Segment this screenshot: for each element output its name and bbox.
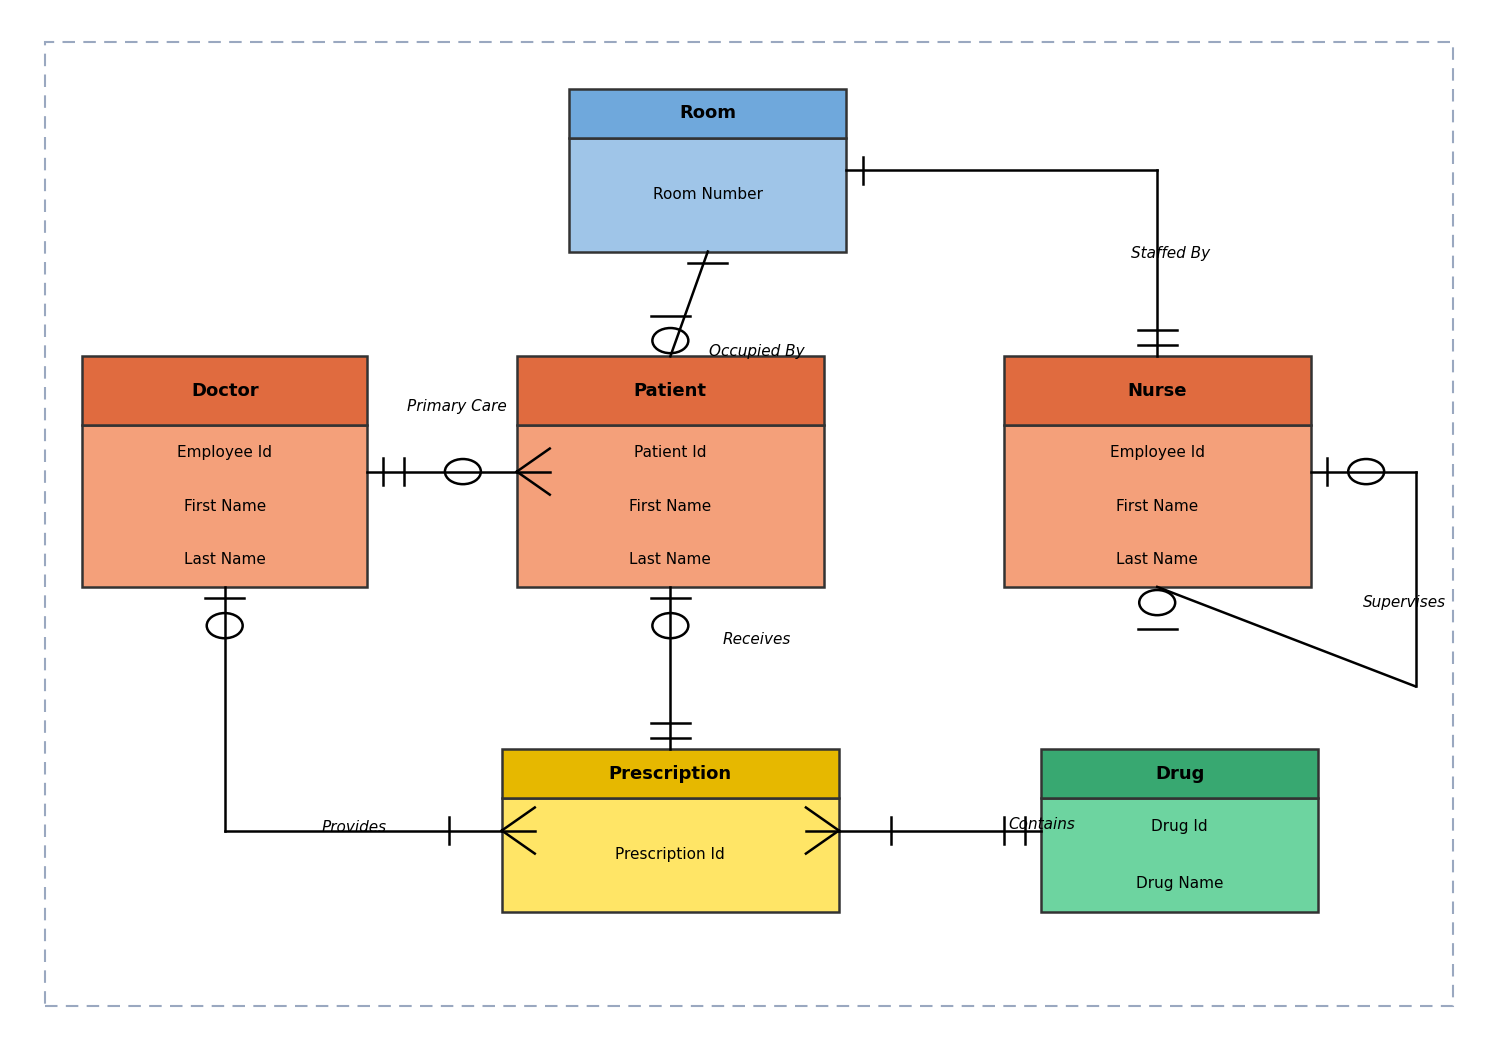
Text: Prescription: Prescription	[608, 765, 733, 783]
Text: Room Number: Room Number	[653, 188, 762, 202]
Text: Room: Room	[679, 105, 737, 123]
Text: Prescription Id: Prescription Id	[616, 848, 725, 863]
Text: Last Name: Last Name	[629, 552, 712, 567]
Bar	[517, 356, 824, 425]
Text: Drug Name: Drug Name	[1135, 876, 1224, 891]
Text: Staffed By: Staffed By	[1131, 246, 1210, 261]
Text: Primary Care: Primary Care	[407, 399, 506, 414]
Text: Drug: Drug	[1155, 765, 1204, 783]
Text: Contains: Contains	[1008, 817, 1076, 832]
Bar	[1004, 356, 1311, 425]
Bar	[82, 356, 367, 425]
Text: Last Name: Last Name	[184, 552, 265, 567]
Bar	[502, 749, 839, 799]
Bar	[517, 425, 824, 587]
Text: Employee Id: Employee Id	[177, 445, 273, 460]
Text: First Name: First Name	[1116, 499, 1198, 514]
Text: Provides: Provides	[322, 821, 386, 835]
Bar	[82, 425, 367, 587]
Bar	[1041, 799, 1318, 912]
Text: Patient: Patient	[634, 381, 707, 400]
Text: Doctor: Doctor	[190, 381, 259, 400]
Text: Supervises: Supervises	[1363, 595, 1446, 610]
Text: Last Name: Last Name	[1116, 552, 1198, 567]
Text: Patient Id: Patient Id	[634, 445, 707, 460]
Text: Receives: Receives	[722, 632, 791, 647]
Text: First Name: First Name	[629, 499, 712, 514]
Text: Nurse: Nurse	[1128, 381, 1186, 400]
Bar	[569, 137, 846, 252]
Text: Occupied By: Occupied By	[709, 344, 804, 358]
Text: First Name: First Name	[184, 499, 265, 514]
Bar	[502, 799, 839, 912]
Bar	[1004, 425, 1311, 587]
Text: Employee Id: Employee Id	[1110, 445, 1204, 460]
Text: Drug Id: Drug Id	[1152, 818, 1207, 834]
Bar	[569, 89, 846, 137]
Bar	[1041, 749, 1318, 799]
